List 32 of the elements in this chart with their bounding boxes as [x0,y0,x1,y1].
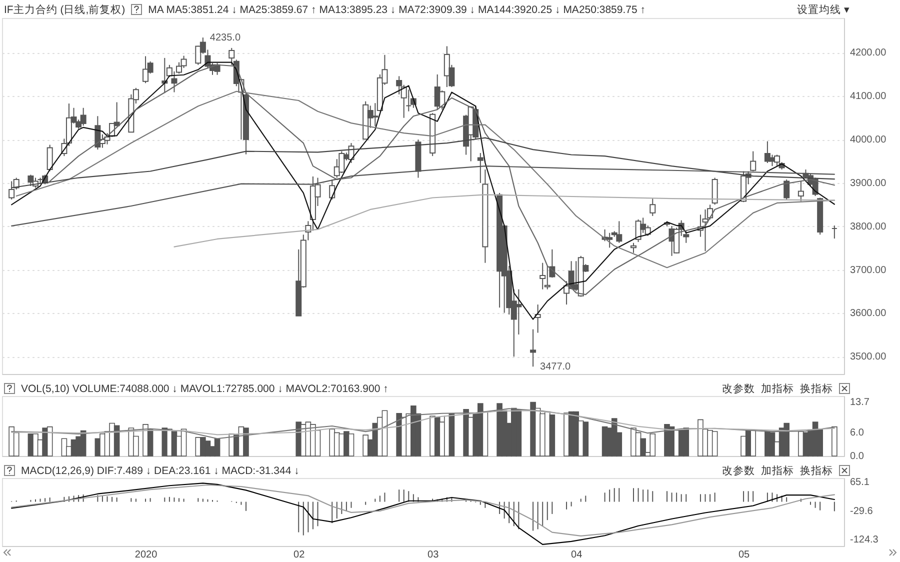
y-tick-label: 3800.00 [850,221,887,232]
y-tick-label: 4000.00 [850,134,887,146]
text: 改参数 [722,464,755,478]
y-tick-label: 0.0 [850,451,864,462]
annotation: 4235.0 [210,32,241,44]
chart-title: IF主力合约 (日线,前复权) [4,2,126,16]
x-tick-label: 05 [738,550,750,560]
y-tick-label: 6.0 [850,427,864,438]
y-tick-label: -29.6 [850,506,874,517]
text: 设置均线 ▾ [797,2,850,16]
y-tick-label: 4100.00 [850,91,887,102]
text: 换指标 [800,382,833,396]
y-tick-label: 3600.00 [850,308,887,320]
y-tick-label: 3700.00 [850,264,887,276]
text: 改参数 [722,382,755,396]
y-tick-label: 65.1 [850,476,870,488]
chart-title: VOL(5,10) VOLUME:74088.000 ↓ MAVOL1:72785.000 ↓ MAVOL2:70163.900 ↑ [21,382,388,394]
chart-subtitle: MA MA5:3851.24 ↓ MA25:3859.67 ↑ MA13:3895.23 ↓ MA72:3909.39 ↓ MA144:3920.25 ↓ MA250:3859.75 ↑ [148,4,646,16]
y-tick-label: 4200.00 [850,48,887,59]
y-tick-label: 13.7 [850,396,870,408]
text: 加指标 [761,464,794,478]
text: 换指标 [800,464,833,478]
y-tick-label: 3900.00 [850,178,887,189]
y-tick-label: -124.3 [850,534,879,546]
x-tick-label: 2020 [134,550,158,560]
y-tick-label: 3500.00 [850,352,887,363]
x-tick-label: 03 [428,550,440,560]
text: 加指标 [761,382,794,396]
chart-title: MACD(12,26,9) DIF:7.489 ↓ DEA:23.161 ↓ MACD:-31.344 ↓ [21,464,300,476]
x-tick-label: 04 [571,550,583,560]
annotation: 3477.0 [540,362,572,373]
x-tick-label: 02 [294,550,306,560]
